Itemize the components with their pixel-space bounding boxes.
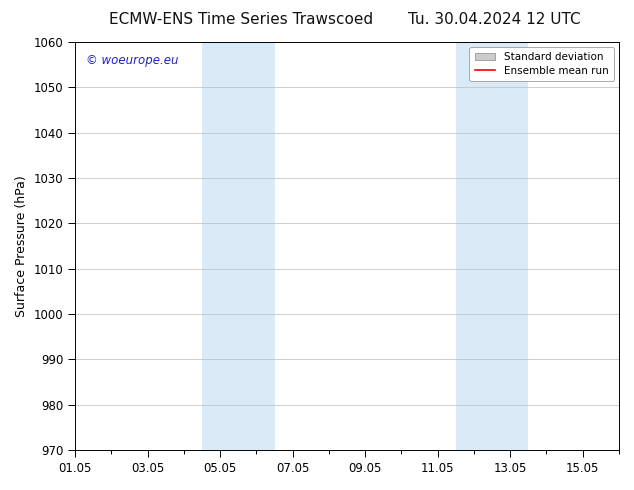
Text: Tu. 30.04.2024 12 UTC: Tu. 30.04.2024 12 UTC xyxy=(408,12,581,27)
Bar xyxy=(238,42,275,450)
Bar xyxy=(202,42,238,450)
Legend: Standard deviation, Ensemble mean run: Standard deviation, Ensemble mean run xyxy=(469,47,614,81)
Text: © woeurope.eu: © woeurope.eu xyxy=(86,54,179,67)
Text: ECMW-ENS Time Series Trawscoed: ECMW-ENS Time Series Trawscoed xyxy=(109,12,373,27)
Y-axis label: Surface Pressure (hPa): Surface Pressure (hPa) xyxy=(15,175,28,317)
Bar xyxy=(456,42,492,450)
Bar xyxy=(492,42,528,450)
